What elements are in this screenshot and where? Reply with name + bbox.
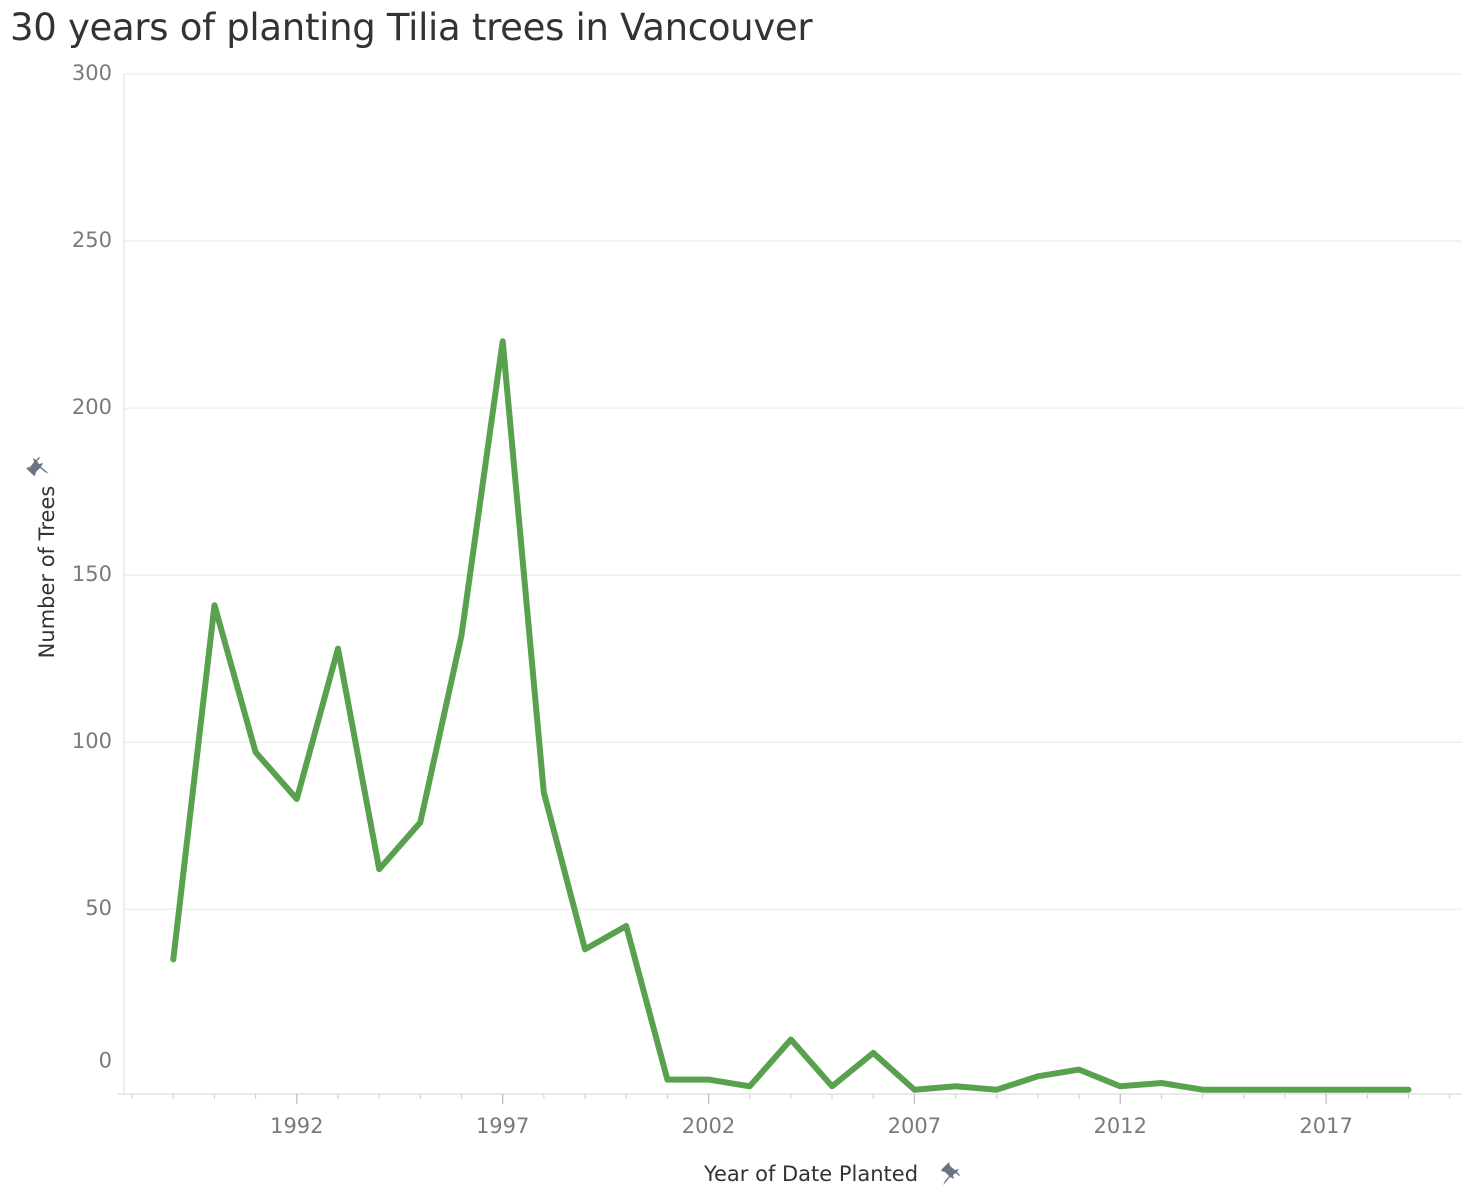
data-point[interactable] [663, 1076, 671, 1084]
series-line[interactable] [170, 338, 1412, 1093]
y-tick-label: 0 [99, 1048, 112, 1072]
data-point[interactable] [1404, 1086, 1412, 1094]
chart-title: 30 years of planting Tilia trees in Vanc… [10, 6, 813, 49]
data-point[interactable] [334, 645, 342, 653]
x-tick-label: 2012 [1094, 1114, 1147, 1138]
data-point[interactable] [1199, 1086, 1207, 1094]
data-point[interactable] [1281, 1086, 1289, 1094]
data-point[interactable] [622, 922, 630, 930]
data-point[interactable] [705, 1076, 713, 1084]
data-point[interactable] [416, 818, 424, 826]
y-axis-title: Number of Trees [35, 486, 59, 659]
data-point[interactable] [910, 1086, 918, 1094]
data-point[interactable] [169, 955, 177, 963]
x-tick-label: 2007 [888, 1114, 941, 1138]
x-axis: 1992 1997 2002 2007 2012 2017 [118, 1093, 1462, 1138]
y-tick-label: 300 [72, 61, 112, 85]
data-point[interactable] [375, 865, 383, 873]
data-point[interactable] [1322, 1086, 1330, 1094]
y-tick-label: 250 [72, 228, 112, 252]
y-axis-pin-icon[interactable] [26, 457, 49, 476]
data-point[interactable] [499, 337, 507, 345]
data-point[interactable] [787, 1036, 795, 1044]
data-point[interactable] [1075, 1066, 1083, 1074]
data-point[interactable] [1157, 1079, 1165, 1087]
data-point[interactable] [540, 788, 548, 796]
data-point[interactable] [252, 748, 260, 756]
y-tick-label: 100 [72, 729, 112, 753]
data-point[interactable] [1240, 1086, 1248, 1094]
x-axis-pin-icon[interactable] [941, 1162, 960, 1185]
data-point[interactable] [581, 945, 589, 953]
y-axis: 0 50 100 150 200 250 300 [72, 61, 125, 1094]
data-point[interactable] [993, 1086, 1001, 1094]
y-axis-title-group[interactable]: Number of Trees [35, 486, 59, 659]
data-point[interactable] [869, 1049, 877, 1057]
data-point[interactable] [1034, 1072, 1042, 1080]
data-point[interactable] [210, 601, 218, 609]
y-tick-label: 50 [85, 896, 112, 920]
data-point[interactable] [293, 795, 301, 803]
data-point[interactable] [1363, 1086, 1371, 1094]
x-tick-label: 1997 [476, 1114, 529, 1138]
x-tick-label: 2017 [1299, 1114, 1352, 1138]
data-point[interactable] [828, 1082, 836, 1090]
y-tick-label: 200 [72, 395, 112, 419]
x-tick-label: 1992 [270, 1114, 323, 1138]
x-axis-title[interactable]: Year of Date Planted [703, 1162, 918, 1186]
gridlines [124, 73, 1462, 910]
data-point[interactable] [952, 1082, 960, 1090]
data-point[interactable] [746, 1082, 754, 1090]
data-point[interactable] [458, 631, 466, 639]
y-tick-label: 150 [72, 562, 112, 586]
data-point[interactable] [1116, 1082, 1124, 1090]
x-tick-label: 2002 [682, 1114, 735, 1138]
series-group [169, 337, 1412, 1094]
